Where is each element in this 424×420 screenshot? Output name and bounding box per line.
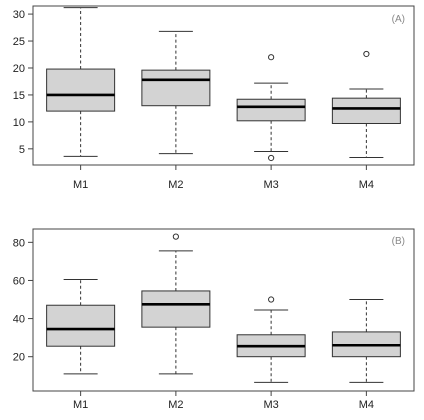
outlier-point-m3 [268, 54, 275, 61]
panel-label: (A) [392, 14, 405, 25]
y-tick-label: 20 [13, 63, 25, 75]
plot-frame [32, 228, 415, 392]
y-tick-label: 15 [13, 90, 25, 102]
category-label-m4: M4 [359, 179, 374, 191]
panel-label: (B) [392, 236, 405, 247]
outlier-point-m2 [172, 233, 179, 240]
category-label-m2: M2 [168, 179, 183, 191]
category-label-m1: M1 [73, 179, 88, 191]
outlier-point-m4 [363, 50, 370, 58]
boxplot-panel-b: 20 40 60 80 (B) M1 M2 M3 M4 [13, 228, 415, 411]
box-m2 [141, 69, 211, 107]
y-tick-label: 30 [13, 9, 25, 21]
y-tick-label: 20 [13, 352, 25, 364]
category-label-m3: M3 [263, 399, 278, 411]
y-tick-label: 60 [13, 275, 25, 287]
box-m3 [236, 98, 306, 122]
plot-frame [32, 5, 415, 166]
outlier-point-m3 [268, 296, 275, 303]
category-label-m2: M2 [168, 399, 183, 411]
box-m1 [46, 68, 116, 112]
y-tick-label: 25 [13, 36, 25, 48]
y-tick-label: 40 [13, 314, 25, 326]
box-m2 [141, 290, 211, 328]
category-label-m3: M3 [263, 179, 278, 191]
outlier-point-m3 [268, 154, 275, 162]
y-tick-label: 10 [13, 117, 25, 129]
y-tick-label: 80 [13, 237, 25, 249]
y-tick-label: 5 [19, 144, 25, 156]
box-m4 [331, 97, 401, 124]
category-label-m4: M4 [359, 399, 374, 411]
box-m1 [46, 304, 116, 347]
category-label-m1: M1 [73, 399, 88, 411]
boxplot-panel-a: 5 10 15 20 25 30 (A) M1 M2 M3 M4 [13, 5, 415, 191]
